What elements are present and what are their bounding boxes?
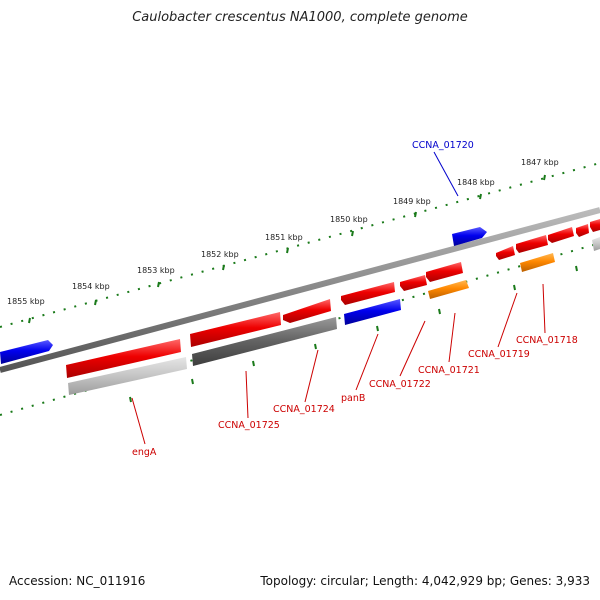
feature-red-9[interactable] [548,227,574,243]
feature-blue-left[interactable] [0,340,53,364]
tick-label-1853: 1853 kbp [137,266,175,275]
tick-label-1851: 1851 kbp [265,233,303,242]
gene-label-ccna-01722[interactable]: CCNA_01722 [369,379,431,390]
gene-label-ccna-01718[interactable]: CCNA_01718 [516,335,578,346]
feature-red-10[interactable] [576,224,589,237]
feature-red-11[interactable] [590,219,600,232]
outer-major-ticks [28,174,546,324]
tick-label-1854: 1854 kbp [72,282,110,291]
feature-red-5[interactable] [400,275,427,291]
feature-red-8[interactable] [516,235,548,253]
feature-orange-ccna-01718[interactable] [520,253,555,272]
reverse-strand-features[interactable] [68,237,600,395]
accession-text: Accession: NC_011916 [9,574,146,588]
tick-label-1847: 1847 kbp [521,158,559,167]
feature-red-large-1[interactable] [66,339,181,378]
gene-label-panB[interactable]: panB [341,393,365,404]
feature-red-4[interactable] [341,282,395,305]
tick-label-1848: 1848 kbp [457,178,495,187]
label-leader-lines [131,151,546,445]
genome-stats-text: Topology: circular; Length: 4,042,929 bp… [260,574,590,588]
gene-labels: CCNA_01720 CCNA_01718 CCNA_01719 CCNA_01… [132,140,578,458]
gene-label-ccna-01720[interactable]: CCNA_01720 [412,140,474,151]
gene-label-ccna-01719[interactable]: CCNA_01719 [468,349,530,360]
feature-red-7[interactable] [496,246,515,260]
gene-label-engA[interactable]: engA [132,447,157,458]
tick-label-1849: 1849 kbp [393,197,431,206]
outer-scale-track [0,162,600,328]
tick-label-1850: 1850 kbp [330,215,368,224]
feature-red-3[interactable] [283,299,331,323]
feature-red-6[interactable] [426,262,463,282]
feature-orange-ccna-01721[interactable] [428,280,469,299]
feature-lightgrey-engA[interactable] [68,357,187,395]
tick-labels: 1855 kbp 1854 kbp 1853 kbp 1852 kbp 1851… [7,158,559,306]
tick-label-1852: 1852 kbp [201,250,239,259]
tick-label-1855: 1855 kbp [7,297,45,306]
gene-label-ccna-01721[interactable]: CCNA_01721 [418,365,480,376]
forward-strand-features[interactable] [0,219,600,378]
inner-major-ticks [129,265,578,403]
feature-grey-ccna-01725[interactable] [192,317,337,366]
feature-lightgrey-right[interactable] [592,237,600,251]
feature-red-large-2[interactable] [190,312,281,347]
genome-backbone [0,207,600,373]
map-title: Caulobacter crescentus NA1000, complete … [132,10,468,25]
feature-blue-panB[interactable] [344,299,401,325]
feature-blue-ccna-01720[interactable] [452,227,487,246]
gene-label-ccna-01724[interactable]: CCNA_01724 [273,404,335,415]
gene-label-ccna-01725[interactable]: CCNA_01725 [218,420,280,431]
